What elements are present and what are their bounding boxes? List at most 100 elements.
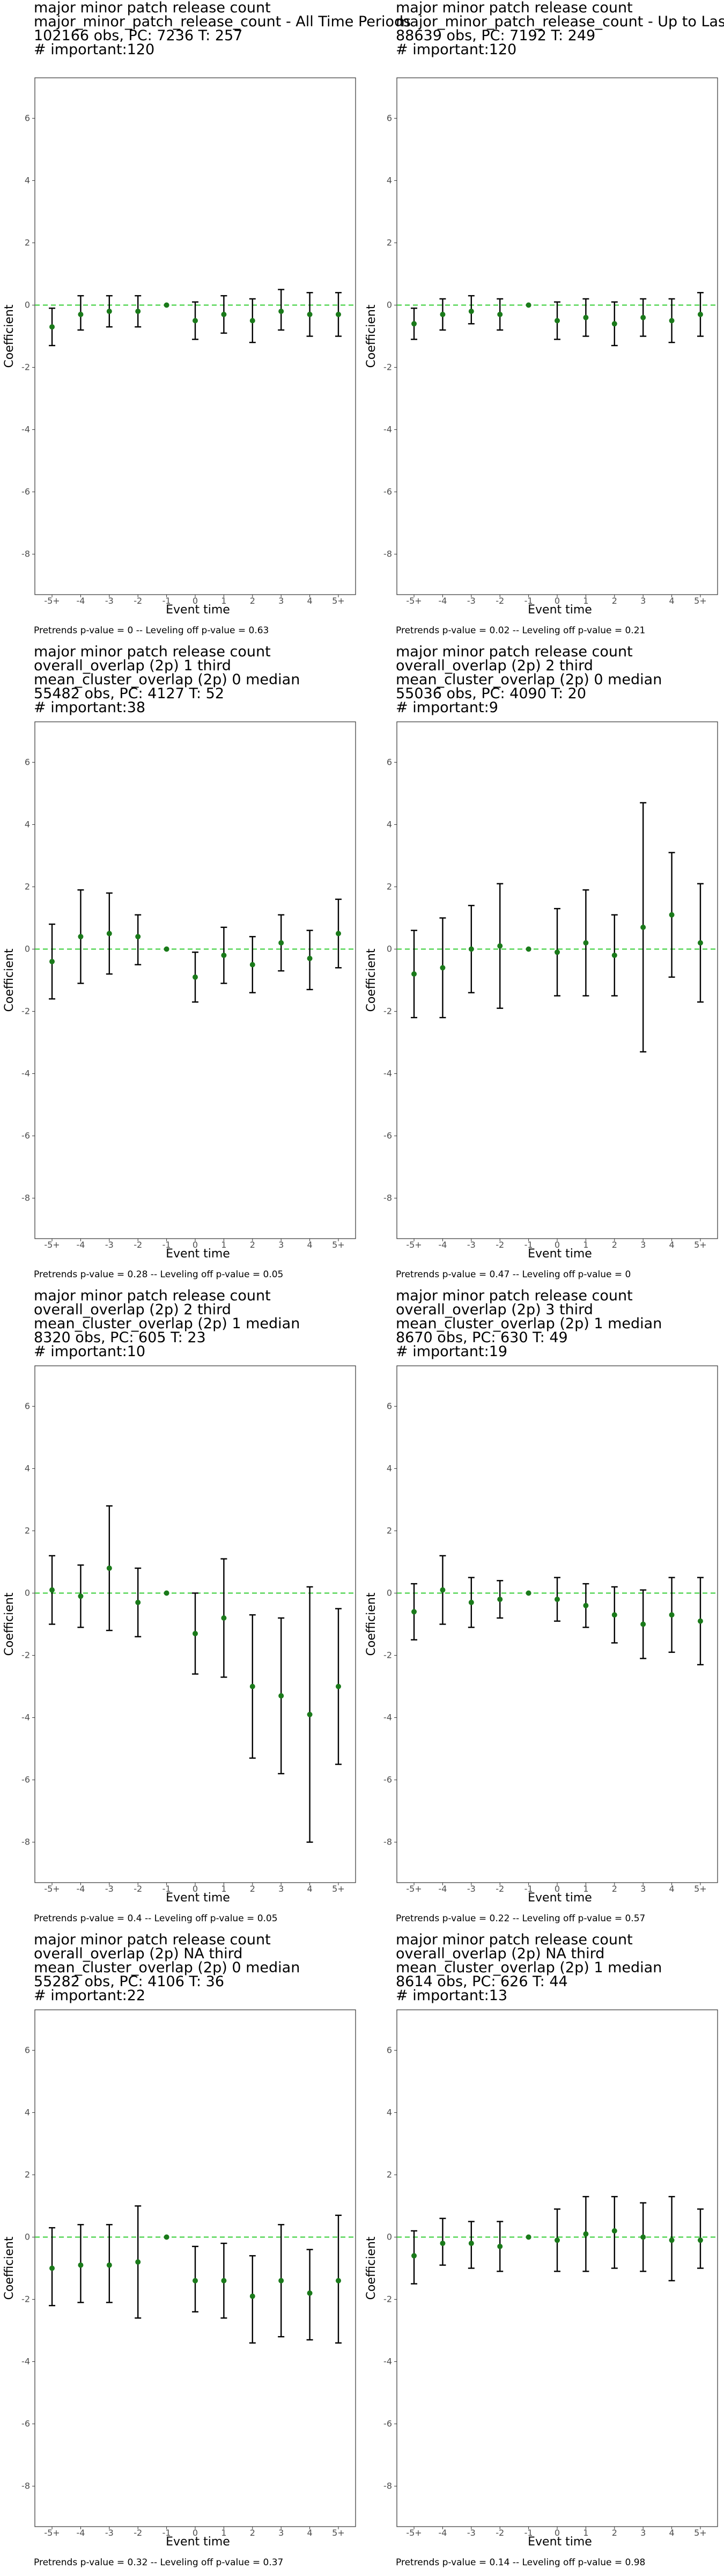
- estimate-point: [193, 2278, 198, 2284]
- estimate-point: [49, 2265, 55, 2271]
- x-tick-label: 5+: [332, 2528, 345, 2538]
- x-tick-label: 1: [221, 1240, 226, 1250]
- y-tick-label: -4: [21, 1069, 30, 1079]
- chart-title-line: major minor patch release count: [34, 1287, 271, 1304]
- chart-title-line: # important:38: [34, 699, 145, 716]
- y-tick-label: 2: [387, 1525, 392, 1535]
- estimate-point: [440, 1587, 446, 1593]
- chart-panel: major minor patch release countoverall_o…: [365, 1931, 718, 2568]
- y-tick-label: -8: [383, 2481, 392, 2491]
- chart-title-line: mean_cluster_overlap (2p) 1 median: [34, 1315, 300, 1332]
- x-tick-label: 2: [250, 2528, 255, 2538]
- y-tick-label: -4: [383, 1069, 392, 1079]
- y-tick-label: 6: [25, 2045, 30, 2055]
- chart-title-line: 55482 obs, PC: 4127 T: 52: [34, 685, 224, 702]
- estimate-point: [278, 940, 284, 946]
- x-tick-label: 2: [612, 1240, 617, 1250]
- estimate-point: [221, 2278, 227, 2284]
- y-tick-label: 4: [387, 175, 392, 185]
- estimate-point: [583, 940, 589, 946]
- estimate-point: [278, 2278, 284, 2284]
- p-value-caption: Pretrends p-value = 0.22 -- Leveling off…: [396, 1913, 645, 1924]
- y-tick-label: 2: [25, 237, 30, 247]
- estimate-point: [221, 953, 227, 958]
- estimate-point: [335, 311, 341, 317]
- x-tick-label: 1: [583, 2528, 588, 2538]
- chart-title-line: # important:9: [396, 699, 498, 716]
- p-value-caption: Pretrends p-value = 0.14 -- Leveling off…: [396, 2557, 645, 2568]
- x-tick-label: 0: [193, 1884, 198, 1894]
- x-axis-label: Event time: [166, 603, 230, 617]
- x-tick-label: 0: [193, 1240, 198, 1250]
- x-tick-label: -5+: [406, 1240, 422, 1250]
- x-tick-label: -1: [162, 2528, 171, 2538]
- y-axis-label: Coefficient: [365, 1592, 378, 1656]
- x-tick-label: -2: [496, 596, 504, 606]
- y-tick-label: -6: [21, 1131, 30, 1141]
- x-tick-label: -5+: [44, 2528, 60, 2538]
- x-tick-label: -1: [524, 596, 533, 606]
- x-tick-label: 4: [307, 1884, 312, 1894]
- p-value-caption: Pretrends p-value = 0.4 -- Leveling off …: [34, 1913, 278, 1924]
- y-tick-label: -6: [21, 2419, 30, 2429]
- y-tick-label: 6: [25, 757, 30, 767]
- estimate-point: [106, 2262, 112, 2268]
- y-tick-label: 0: [25, 2231, 30, 2242]
- estimate-point: [49, 958, 55, 964]
- chart-title-line: mean_cluster_overlap (2p) 1 median: [396, 1959, 662, 1976]
- x-tick-label: -1: [524, 1884, 533, 1894]
- x-tick-label: 0: [555, 1240, 560, 1250]
- estimate-point: [164, 302, 169, 308]
- x-tick-label: -2: [134, 596, 142, 606]
- chart-title-line: # important:22: [34, 1987, 145, 2004]
- estimate-point: [526, 2234, 531, 2240]
- estimate-point: [468, 946, 474, 952]
- chart-title-line: # important:10: [34, 1343, 145, 1360]
- x-tick-label: -3: [105, 1240, 114, 1250]
- chart-title-line: major minor patch release count: [396, 1931, 633, 1948]
- chart-title-line: 88639 obs, PC: 7192 T: 249: [396, 27, 595, 44]
- x-tick-label: 2: [250, 1884, 255, 1894]
- estimate-point: [411, 971, 417, 977]
- x-axis-label: Event time: [166, 1247, 230, 1261]
- x-tick-label: -1: [162, 1240, 171, 1250]
- estimate-point: [468, 1599, 474, 1605]
- x-tick-label: 1: [583, 1240, 588, 1250]
- chart-panel: major minor patch release countmajor_min…: [365, 0, 724, 636]
- estimate-point: [497, 943, 503, 949]
- estimate-point: [697, 1618, 703, 1624]
- x-tick-label: 4: [307, 1240, 312, 1250]
- y-tick-label: -6: [383, 487, 392, 497]
- x-tick-label: 5+: [332, 1884, 345, 1894]
- chart-title-line: major_minor_patch_release_count - Up to …: [396, 13, 724, 30]
- p-value-caption: Pretrends p-value = 0 -- Leveling off p-…: [34, 625, 269, 636]
- y-tick-label: 6: [387, 757, 392, 767]
- estimate-point: [278, 1693, 284, 1699]
- x-tick-label: -4: [438, 2528, 447, 2538]
- chart-title-line: overall_overlap (2p) 2 third: [34, 1301, 231, 1318]
- x-tick-label: -3: [467, 1240, 476, 1250]
- estimate-point: [335, 931, 341, 936]
- chart-panel: major minor patch release countoverall_o…: [3, 1287, 356, 1924]
- estimate-point: [583, 314, 589, 320]
- y-tick-label: -2: [383, 1650, 392, 1660]
- y-tick-label: 2: [25, 1525, 30, 1535]
- y-tick-label: 0: [25, 299, 30, 310]
- y-axis-label: Coefficient: [365, 2236, 378, 2300]
- x-tick-label: 4: [307, 596, 312, 606]
- estimate-point: [640, 314, 646, 320]
- chart-title-line: major minor patch release count: [396, 1287, 633, 1304]
- chart-title-line: # important:13: [396, 1987, 507, 2004]
- estimate-point: [164, 1590, 169, 1596]
- data-layer: [411, 1555, 704, 1666]
- x-tick-label: 2: [250, 1240, 255, 1250]
- chart-title-line: 8614 obs, PC: 626 T: 44: [396, 1973, 568, 1990]
- estimate-point: [555, 318, 560, 324]
- x-tick-label: 3: [278, 2528, 284, 2538]
- chart-title-line: mean_cluster_overlap (2p) 0 median: [396, 671, 662, 688]
- x-tick-label: 3: [640, 1240, 646, 1250]
- estimate-point: [526, 302, 531, 308]
- estimate-point: [440, 965, 446, 971]
- estimate-point: [307, 955, 313, 961]
- estimate-point: [697, 2237, 703, 2243]
